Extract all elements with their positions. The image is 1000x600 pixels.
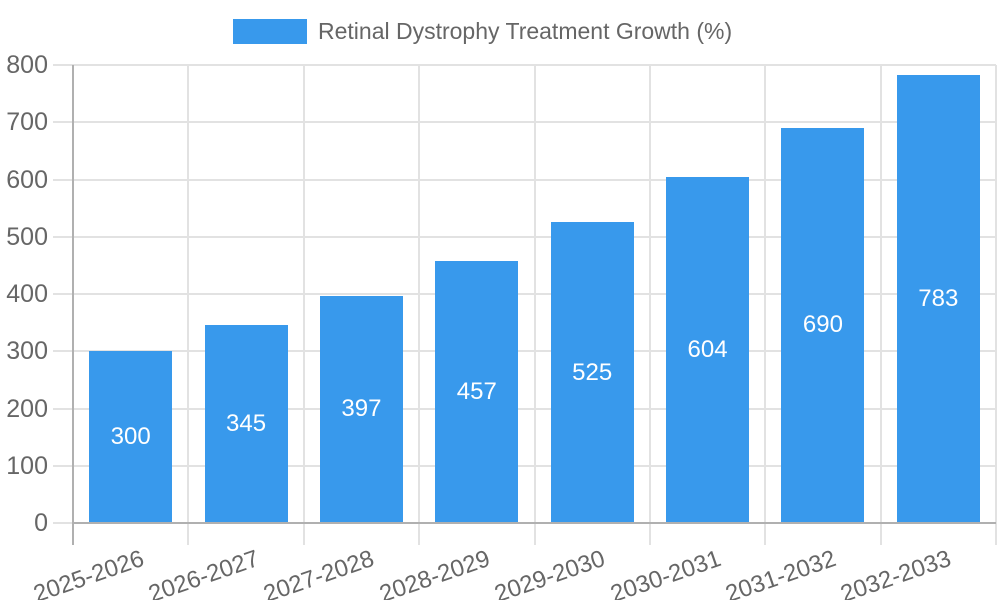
bar-value-label: 300 — [110, 423, 151, 451]
bar — [204, 325, 288, 523]
y-gridline — [53, 121, 996, 124]
x-gridline — [187, 65, 190, 545]
y-gridline — [53, 235, 996, 238]
x-gridline — [648, 65, 651, 545]
y-tick-label: 700 — [6, 108, 48, 137]
y-tick-label: 100 — [6, 451, 48, 480]
bar — [89, 351, 173, 523]
y-tick-label: 600 — [6, 165, 48, 194]
bar-value-label: 525 — [572, 358, 613, 386]
y-tick-label: 400 — [6, 280, 48, 308]
bar-value-label: 783 — [918, 284, 959, 312]
bar — [896, 74, 980, 523]
bar — [550, 222, 634, 523]
x-axis-line — [72, 522, 996, 524]
y-gridline — [53, 293, 996, 295]
y-gridline — [53, 64, 996, 66]
legend-label: Retinal Dystrophy Treatment Growth (%) — [318, 18, 733, 44]
y-tick-label: 800 — [6, 51, 48, 79]
y-gridline — [53, 464, 996, 467]
bar-value-label: 397 — [341, 395, 382, 423]
x-gridline — [418, 65, 421, 545]
legend[interactable]: Retinal Dystrophy Treatment Growth (%) — [233, 18, 732, 45]
bar-value-label: 604 — [687, 336, 728, 364]
bar-value-label: 690 — [802, 311, 843, 339]
bar — [319, 295, 403, 523]
bar — [781, 127, 865, 523]
x-gridline — [764, 65, 767, 545]
x-gridline — [995, 65, 997, 545]
y-gridline — [53, 407, 996, 410]
bar-value-label: 457 — [456, 378, 497, 406]
y-tick-label: 0 — [34, 509, 48, 537]
y-tick-label: 300 — [6, 337, 48, 366]
y-gridline — [53, 350, 996, 353]
legend-swatch — [233, 19, 307, 44]
y-axis-line — [72, 65, 74, 545]
x-gridline — [302, 65, 305, 545]
bar — [666, 177, 750, 523]
y-gridline — [53, 178, 996, 181]
y-tick-label: 200 — [6, 394, 48, 423]
y-tick-label: 500 — [6, 222, 48, 251]
bar — [435, 261, 519, 523]
bar-value-label: 345 — [226, 410, 267, 438]
x-gridline — [879, 65, 882, 545]
x-gridline — [533, 65, 536, 545]
